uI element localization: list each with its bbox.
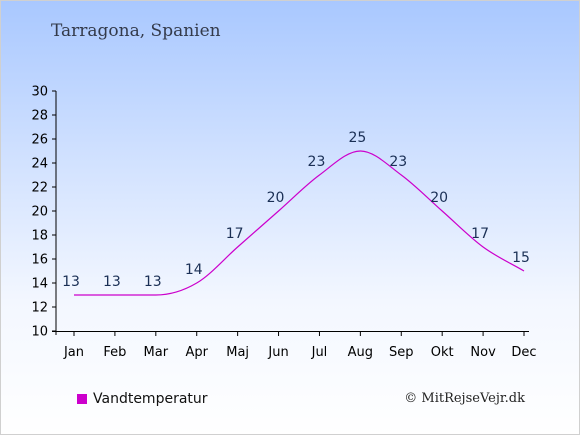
x-tick-label: Nov: [470, 345, 496, 360]
y-tick-label: 14: [31, 277, 48, 292]
x-tick-label: Apr: [185, 345, 208, 360]
data-label: 20: [267, 190, 285, 206]
y-tick-label: 18: [31, 229, 48, 244]
legend: Vandtemperatur: [77, 391, 208, 407]
data-label: 17: [471, 226, 489, 242]
y-tick-label: 24: [31, 157, 48, 172]
x-tick-label: Dec: [511, 345, 536, 360]
data-label: 17: [226, 226, 244, 242]
x-tick-label: Jan: [63, 345, 84, 360]
x-tick-label: Okt: [431, 345, 454, 360]
y-tick-label: 10: [31, 325, 48, 340]
y-tick-label: 22: [31, 181, 48, 196]
chart-subtitle: Tarragona, Spanien: [51, 21, 221, 41]
y-tick-label: 12: [31, 301, 48, 316]
y-tick-label: 16: [31, 253, 48, 268]
x-tick-label: Jun: [267, 345, 288, 360]
x-tick-label: Aug: [348, 345, 373, 360]
x-tick-label: Jul: [311, 345, 328, 360]
data-label: 13: [62, 274, 80, 290]
data-label: 25: [348, 130, 366, 146]
data-label: 20: [430, 190, 448, 206]
x-tick-label: Feb: [103, 345, 126, 360]
legend-label: Vandtemperatur: [93, 391, 208, 407]
data-label: 23: [308, 154, 326, 170]
data-label: 13: [144, 274, 162, 290]
y-tick-label: 26: [31, 133, 48, 148]
data-label: 23: [389, 154, 407, 170]
y-tick-label: 28: [31, 109, 48, 124]
data-label: 15: [512, 250, 530, 266]
legend-swatch: [77, 394, 87, 404]
y-tick-label: 30: [31, 85, 48, 100]
x-tick-label: Sep: [389, 345, 414, 360]
y-tick-label: 20: [31, 205, 48, 220]
x-tick-label: Mar: [144, 345, 169, 360]
credit-text: © MitRejseVejr.dk: [404, 391, 525, 406]
x-tick-label: Maj: [226, 345, 249, 360]
data-label: 14: [185, 262, 203, 278]
series-line-vandtemperatur: [73, 150, 525, 296]
data-label: 13: [103, 274, 121, 290]
